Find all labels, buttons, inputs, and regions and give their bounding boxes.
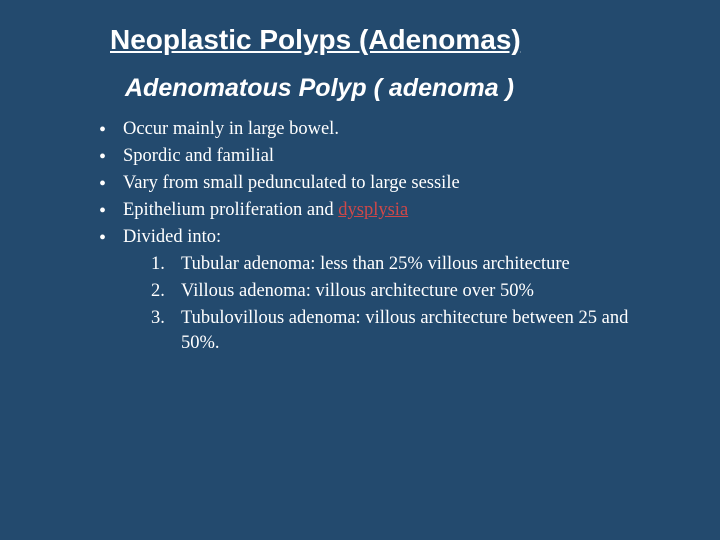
list-item: Divided into: 1. Tubular adenoma: less t…: [95, 225, 660, 356]
bullet-text: Occur mainly in large bowel.: [123, 119, 339, 139]
list-item: 3. Tubulovillous adenoma: villous archit…: [151, 306, 660, 356]
numbered-text: Tubulovillous adenoma: villous architect…: [181, 308, 628, 353]
slide-title: Neoplastic Polyps (Adenomas): [110, 24, 660, 56]
list-item: Vary from small pedunculated to large se…: [95, 171, 660, 196]
list-item: Spordic and familial: [95, 144, 660, 169]
list-number: 3.: [151, 306, 165, 331]
list-item: Epithelium proliferation and dysplysia: [95, 198, 660, 223]
slide: Neoplastic Polyps (Adenomas) Adenomatous…: [0, 0, 720, 388]
numbered-list: 1. Tubular adenoma: less than 25% villou…: [151, 252, 660, 356]
bullet-text: Vary from small pedunculated to large se…: [123, 173, 460, 193]
list-number: 1.: [151, 252, 165, 277]
bullet-text: Divided into:: [123, 227, 221, 247]
bullet-list: Occur mainly in large bowel. Spordic and…: [95, 117, 660, 356]
numbered-text: Villous adenoma: villous architecture ov…: [181, 281, 534, 301]
numbered-text: Tubular adenoma: less than 25% villous a…: [181, 254, 570, 274]
slide-subtitle: Adenomatous Polyp ( adenoma ): [125, 74, 660, 103]
list-item: 2. Villous adenoma: villous architecture…: [151, 279, 660, 304]
bullet-text: Spordic and familial: [123, 146, 274, 166]
highlight-text: dysplysia: [338, 200, 408, 220]
bullet-text-prefix: Epithelium proliferation and: [123, 200, 338, 220]
list-number: 2.: [151, 279, 165, 304]
list-item: Occur mainly in large bowel.: [95, 117, 660, 142]
list-item: 1. Tubular adenoma: less than 25% villou…: [151, 252, 660, 277]
